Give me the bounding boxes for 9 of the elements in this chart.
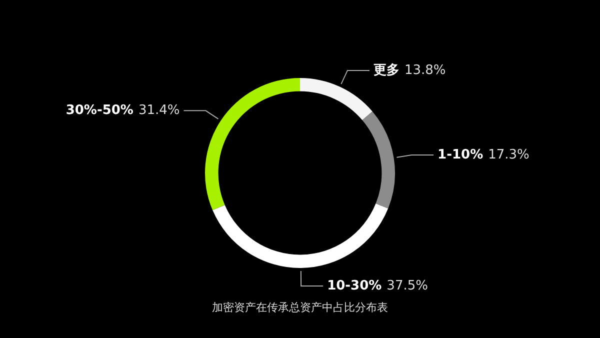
data-label: 31.4% (138, 103, 180, 118)
text: 加密资产在传承总资产中占比分布表 (211, 300, 389, 315)
data-label: 13.8% (404, 62, 446, 78)
slice-label: 1-10% (438, 147, 484, 162)
slice-label: 30%-50% (66, 103, 134, 118)
data-label: 17.3% (488, 147, 530, 162)
slice-label: 10-30% (327, 278, 382, 294)
data-label: 37.5% (386, 278, 428, 294)
slice-label: 更多 (373, 62, 400, 78)
